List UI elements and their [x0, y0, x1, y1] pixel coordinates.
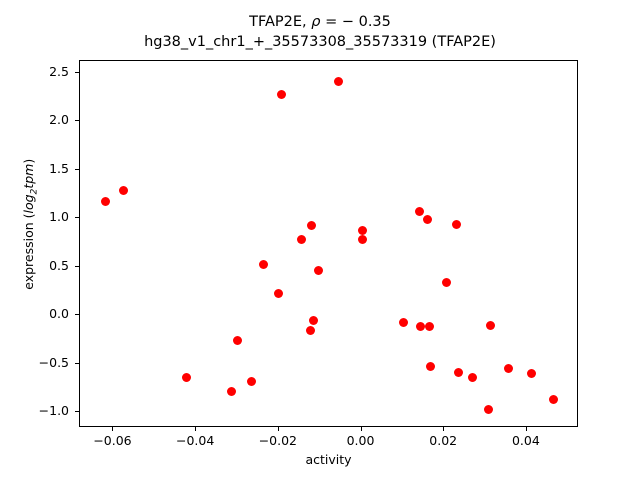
plot-axes-area — [79, 60, 578, 427]
scatter-point — [259, 260, 269, 270]
scatter-point — [118, 185, 128, 195]
x-tick-mark — [360, 427, 362, 431]
scatter-point — [227, 386, 237, 396]
x-tick-mark — [443, 427, 445, 431]
scatter-point — [423, 214, 433, 224]
scatter-point — [485, 320, 495, 330]
chart-title-line-1: TFAP2E, ρ = − 0.35 — [249, 14, 391, 30]
scatter-point — [425, 322, 435, 332]
x-tick-label: 0.04 — [511, 433, 540, 448]
chart-subtitle: hg38_v1_chr1_+_35573308_35573319 (TFAP2E… — [144, 34, 496, 50]
scatter-points-layer — [80, 61, 577, 426]
scatter-point — [415, 322, 425, 332]
scatter-point — [306, 326, 316, 336]
y-tick-label: 0.5 — [49, 257, 69, 273]
y-tick-label: 1.5 — [49, 160, 69, 176]
y-tick-label: −1.0 — [38, 403, 69, 419]
y-tick-label: 2.0 — [49, 112, 69, 128]
y-tick-label: 0.0 — [49, 306, 69, 322]
y-tick-mark — [75, 71, 79, 73]
scatter-point — [274, 288, 284, 298]
y-tick-mark — [75, 411, 79, 413]
scatter-point — [526, 369, 536, 379]
y-tick-mark — [75, 265, 79, 267]
scatter-point — [276, 89, 286, 99]
rho-symbol: ρ — [311, 14, 321, 30]
scatter-point — [399, 317, 409, 327]
x-tick-label: 0.02 — [429, 433, 458, 448]
scatter-point — [233, 336, 242, 346]
x-tick-label: −0.02 — [258, 433, 297, 448]
scatter-point — [549, 395, 559, 405]
x-tick-mark — [277, 427, 279, 431]
x-tick-mark — [195, 427, 197, 431]
scatter-point — [309, 315, 319, 325]
scatter-point — [333, 76, 343, 86]
scatter-point — [452, 219, 462, 229]
scatter-point — [314, 266, 324, 276]
scatter-point — [357, 226, 367, 236]
scatter-point — [307, 220, 317, 230]
scatter-point — [357, 235, 367, 245]
y-tick-mark — [75, 362, 79, 364]
chart-title: TFAP2E, ρ = − 0.35 hg38_v1_chr1_+_355733… — [0, 12, 640, 52]
scatter-point — [442, 277, 452, 287]
scatter-point — [415, 207, 425, 216]
x-tick-mark — [525, 427, 527, 431]
x-axis-label: activity — [305, 452, 352, 467]
y-tick-mark — [75, 314, 79, 316]
log2tpm-math: log2tpm — [20, 163, 40, 214]
scatter-point — [483, 404, 493, 414]
scatter-point — [182, 372, 192, 382]
y-tick-mark — [75, 217, 79, 219]
scatter-point — [504, 364, 514, 374]
scatter-point — [454, 368, 464, 378]
scatter-point — [100, 197, 110, 207]
scatter-point — [247, 376, 257, 386]
y-tick-label: −0.5 — [38, 354, 69, 370]
scatter-point — [425, 362, 435, 372]
y-tick-label: 1.0 — [49, 209, 69, 225]
y-tick-mark — [75, 120, 79, 122]
x-tick-label: −0.04 — [176, 433, 215, 448]
x-tick-mark — [112, 427, 114, 431]
y-tick-label: 2.5 — [49, 63, 69, 79]
y-tick-mark — [75, 168, 79, 170]
x-tick-label: −0.06 — [93, 433, 132, 448]
scatter-point — [468, 372, 478, 382]
scatter-point — [297, 235, 307, 245]
x-tick-label: 0.00 — [346, 433, 375, 448]
y-axis-label: expression (log2tpm) — [20, 158, 40, 290]
